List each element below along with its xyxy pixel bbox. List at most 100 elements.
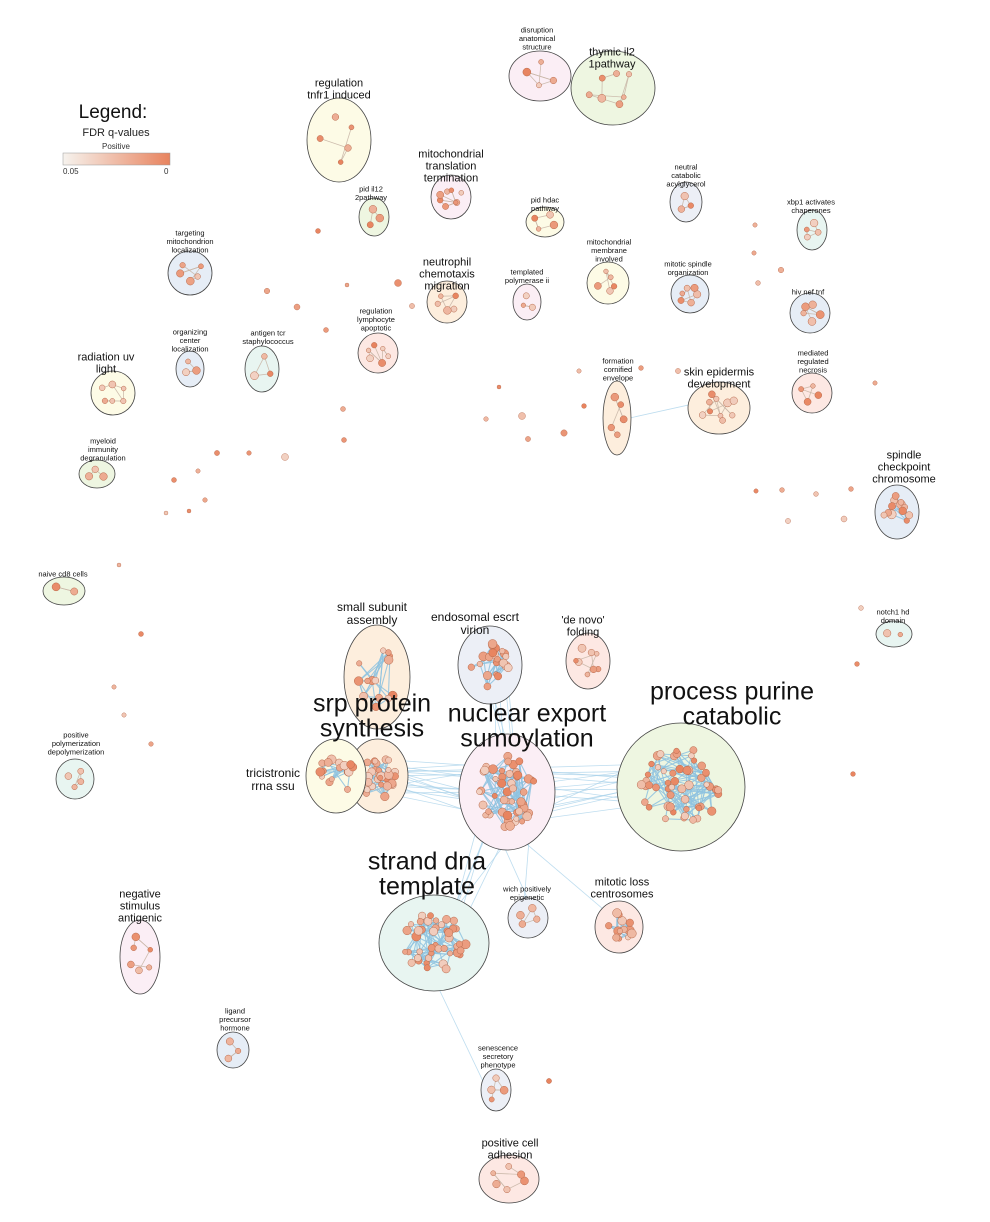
gene-set-node[interactable] (344, 282, 350, 288)
gene-set-node[interactable] (366, 221, 374, 229)
gene-set-node[interactable] (891, 492, 900, 500)
gene-set-node[interactable] (488, 764, 498, 774)
gene-set-node[interactable] (682, 765, 692, 775)
gene-set-node[interactable] (380, 791, 390, 802)
gene-set-node[interactable] (641, 798, 649, 806)
gene-set-node[interactable] (840, 515, 848, 523)
gene-set-node[interactable] (402, 925, 412, 936)
gene-set-node[interactable] (612, 933, 621, 942)
gene-set-node[interactable] (803, 226, 810, 233)
gene-set-node[interactable] (434, 300, 441, 307)
gene-set-node[interactable] (706, 398, 713, 406)
gene-set-node[interactable] (605, 922, 613, 930)
gene-set-node[interactable] (587, 648, 595, 657)
gene-set-node[interactable] (508, 798, 515, 805)
gene-set-node[interactable] (898, 506, 907, 516)
gene-set-node[interactable] (315, 228, 321, 234)
cluster-purine[interactable] (616, 722, 746, 852)
gene-set-node[interactable] (603, 268, 609, 274)
gene-set-node[interactable] (409, 303, 415, 309)
gene-set-node[interactable] (814, 229, 822, 236)
gene-set-node[interactable] (385, 756, 392, 764)
gene-set-node[interactable] (483, 682, 492, 691)
gene-set-node[interactable] (714, 786, 723, 795)
gene-set-node[interactable] (135, 966, 143, 975)
gene-set-node[interactable] (130, 944, 137, 951)
gene-set-node[interactable] (617, 401, 625, 408)
gene-set-node[interactable] (626, 928, 637, 939)
gene-set-node[interactable] (673, 747, 680, 755)
gene-set-node[interactable] (684, 780, 694, 790)
gene-set-node[interactable] (625, 918, 634, 927)
cluster-endosomal-escrt[interactable] (457, 625, 523, 705)
gene-set-node[interactable] (813, 491, 819, 497)
gene-set-node[interactable] (665, 802, 675, 812)
gene-set-node[interactable] (438, 293, 444, 299)
gene-set-node[interactable] (518, 412, 526, 420)
gene-set-node[interactable] (111, 684, 117, 690)
gene-set-node[interactable] (621, 94, 627, 100)
gene-set-node[interactable] (195, 468, 201, 474)
gene-set-node[interactable] (680, 192, 689, 201)
cluster-formation-cornified[interactable] (602, 380, 632, 456)
gene-set-node[interactable] (585, 91, 593, 99)
cluster-myeloid[interactable] (78, 459, 116, 489)
gene-set-node[interactable] (147, 947, 153, 953)
gene-set-node[interactable] (131, 932, 140, 942)
gene-set-node[interactable] (798, 386, 805, 393)
gene-set-node[interactable] (897, 631, 903, 638)
gene-set-node[interactable] (492, 1180, 501, 1189)
gene-set-node[interactable] (85, 472, 94, 481)
gene-set-node[interactable] (323, 327, 329, 333)
gene-set-node[interactable] (494, 672, 503, 681)
gene-set-node[interactable] (448, 187, 455, 193)
gene-set-node[interactable] (487, 1085, 496, 1094)
cluster-mediated-necrosis[interactable] (791, 372, 833, 414)
gene-set-node[interactable] (491, 792, 498, 799)
gene-set-node[interactable] (880, 511, 888, 519)
gene-set-node[interactable] (707, 408, 713, 415)
gene-set-node[interactable] (337, 159, 344, 165)
gene-set-node[interactable] (64, 772, 73, 780)
gene-set-node[interactable] (127, 960, 135, 969)
cluster-neutrophil[interactable] (426, 280, 468, 324)
gene-set-node[interactable] (224, 1054, 233, 1063)
gene-set-node[interactable] (530, 777, 538, 785)
cluster-disruption[interactable] (508, 50, 572, 102)
cluster-de-novo[interactable] (565, 632, 611, 690)
gene-set-node[interactable] (848, 486, 854, 492)
gene-set-node[interactable] (427, 912, 434, 920)
gene-set-node[interactable] (499, 647, 506, 655)
gene-set-node[interactable] (708, 390, 716, 399)
gene-set-node[interactable] (51, 582, 61, 592)
gene-set-node[interactable] (432, 917, 440, 924)
gene-set-node[interactable] (681, 795, 690, 804)
cluster-mito-membrane[interactable] (586, 261, 630, 305)
gene-set-node[interactable] (615, 100, 624, 109)
gene-set-node[interactable] (494, 655, 501, 663)
gene-set-node[interactable] (505, 769, 514, 778)
gene-set-node[interactable] (366, 354, 374, 363)
cluster-negative-stimulus[interactable] (119, 919, 161, 995)
gene-set-node[interactable] (800, 310, 807, 317)
gene-set-node[interactable] (522, 811, 532, 822)
gene-set-node[interactable] (372, 758, 379, 765)
gene-set-node[interactable] (697, 773, 706, 782)
gene-set-node[interactable] (438, 921, 445, 929)
gene-set-node[interactable] (331, 113, 340, 121)
gene-set-node[interactable] (108, 380, 117, 389)
gene-set-node[interactable] (695, 804, 703, 812)
gene-set-node[interactable] (375, 213, 384, 223)
cluster-neutral-cat[interactable] (669, 181, 703, 223)
gene-set-node[interactable] (186, 508, 192, 514)
cluster-radiation[interactable] (90, 370, 136, 416)
gene-set-node[interactable] (675, 368, 681, 374)
gene-set-node[interactable] (353, 676, 364, 686)
gene-set-node[interactable] (546, 211, 554, 219)
gene-set-node[interactable] (385, 766, 392, 773)
gene-set-node[interactable] (801, 302, 810, 311)
cluster-notch1[interactable] (875, 620, 913, 648)
gene-set-node[interactable] (503, 663, 513, 673)
gene-set-node[interactable] (496, 384, 502, 390)
gene-set-node[interactable] (371, 342, 378, 349)
